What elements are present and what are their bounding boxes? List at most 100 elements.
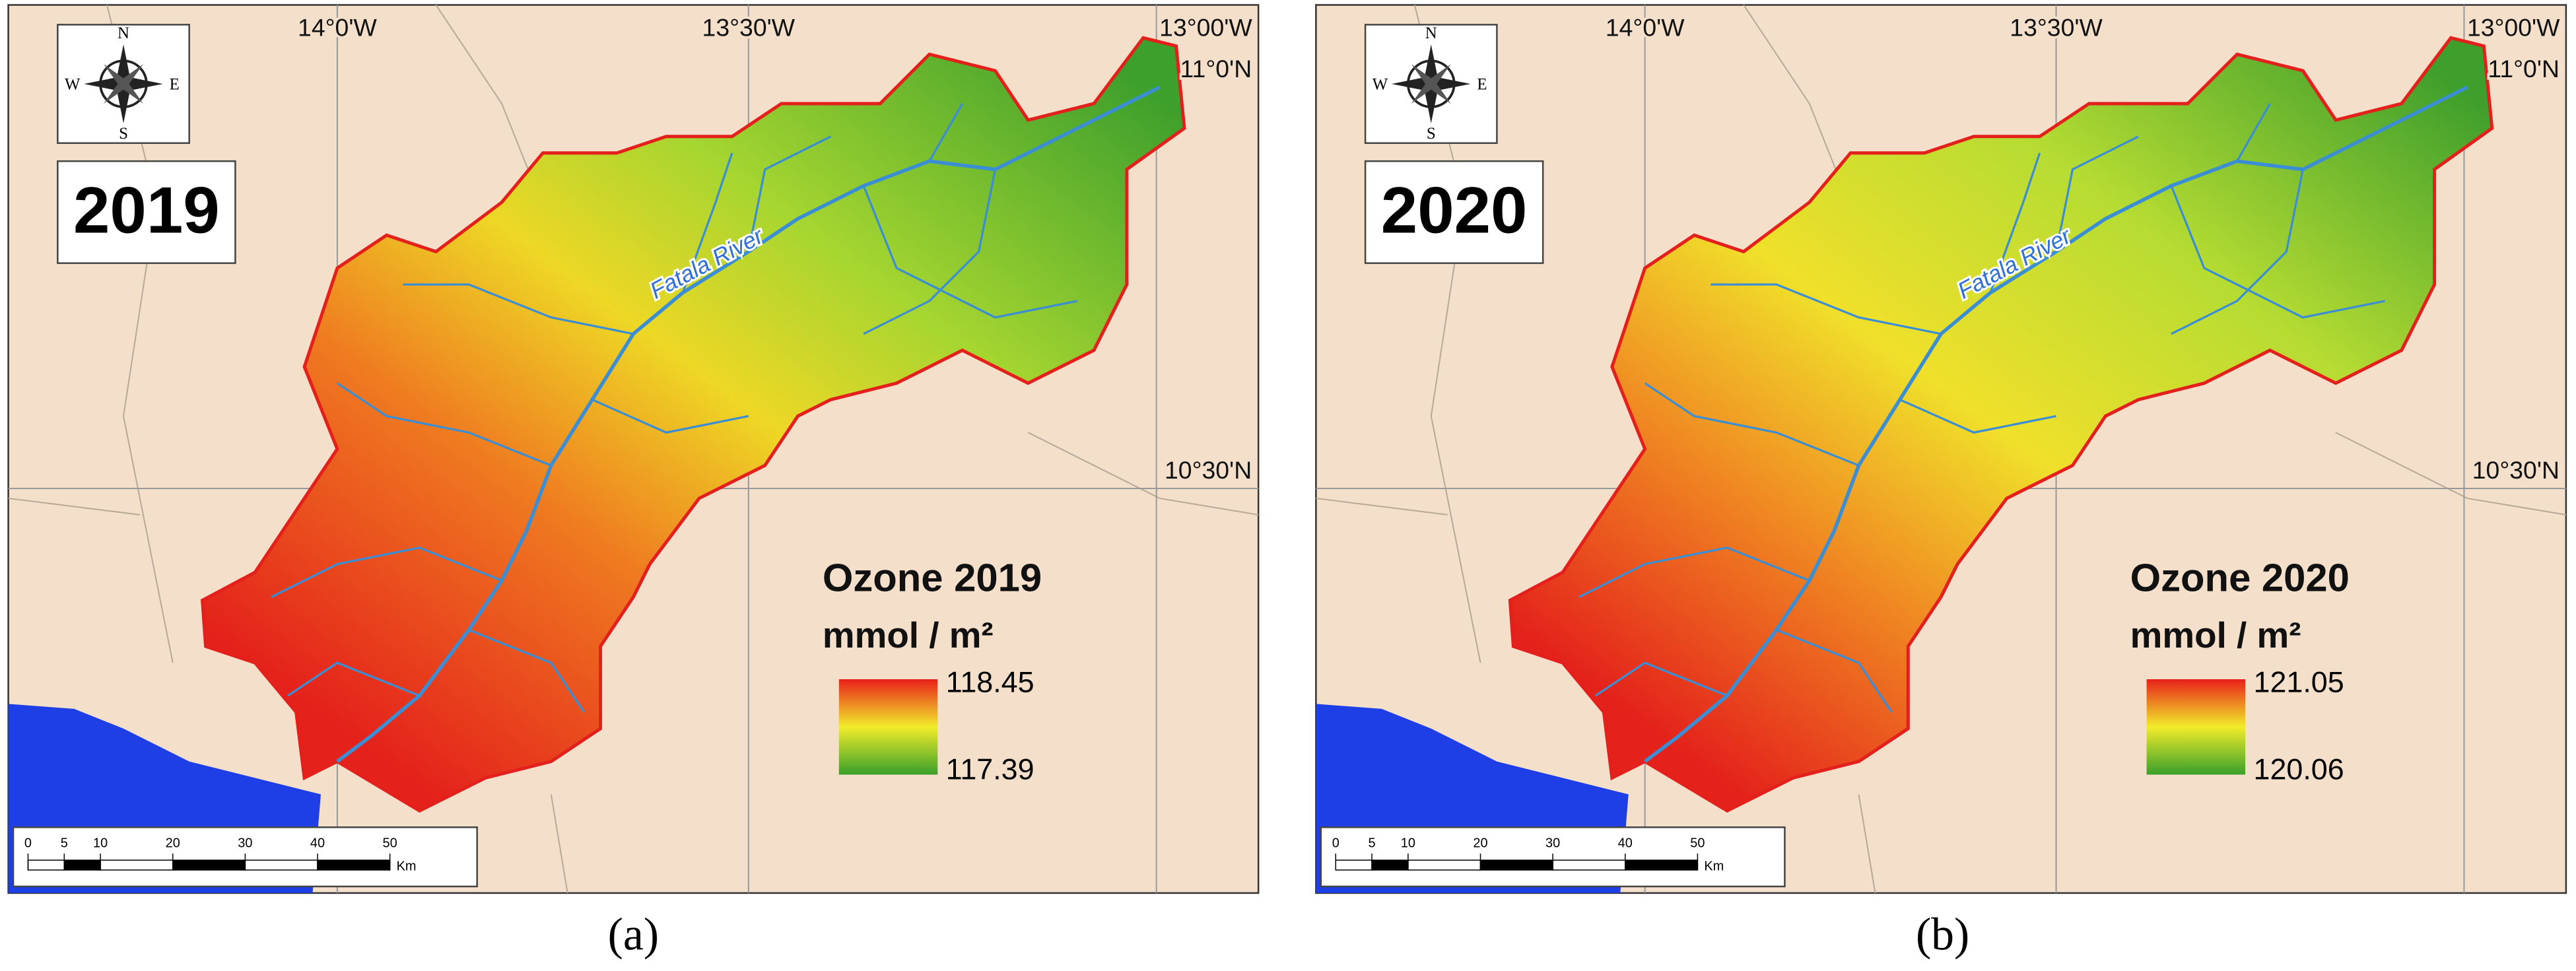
river bbox=[928, 103, 964, 162]
longitude-label: 13°30'W bbox=[2010, 14, 2103, 42]
legend-max: 118.45 bbox=[946, 665, 1034, 698]
compass-n: N bbox=[1425, 24, 1437, 42]
compass-rose: N S E W bbox=[65, 24, 180, 143]
scale-segment bbox=[63, 859, 101, 871]
river bbox=[1711, 283, 1942, 335]
color-bar bbox=[838, 679, 938, 775]
scale-segment bbox=[100, 859, 174, 871]
scale-tick-label: 30 bbox=[238, 836, 252, 850]
scale-tick-label: 0 bbox=[24, 836, 32, 850]
compass-star bbox=[1411, 64, 1451, 104]
scale-segment bbox=[1625, 859, 1699, 871]
river bbox=[863, 169, 997, 335]
river bbox=[403, 283, 634, 335]
panel-caption: (b) bbox=[1916, 910, 1969, 960]
border-line bbox=[1743, 4, 1843, 186]
compass-s: S bbox=[119, 125, 128, 143]
scale-segment bbox=[1371, 859, 1409, 871]
longitude-label: 13°00'W bbox=[1159, 14, 1252, 42]
scale-tick-label: 10 bbox=[1401, 836, 1415, 850]
compass-star bbox=[104, 64, 143, 104]
river bbox=[747, 135, 832, 252]
river bbox=[2171, 169, 2304, 335]
basin bbox=[1508, 36, 2494, 813]
scale-tick-label: 30 bbox=[1545, 836, 1560, 850]
scale-segment bbox=[1407, 859, 1481, 871]
river bbox=[1899, 398, 2056, 434]
river bbox=[336, 382, 552, 467]
river bbox=[862, 185, 1078, 319]
latitude-label: 11°0'N bbox=[2488, 55, 2559, 83]
scale-unit: Km bbox=[397, 859, 417, 873]
compass-e: E bbox=[1477, 75, 1487, 93]
latitude-label: 10°30'N bbox=[2472, 456, 2559, 484]
legend-title: Ozone 2020 bbox=[2130, 555, 2350, 599]
legend-unit: mmol / m² bbox=[2130, 615, 2301, 655]
scale-tick-label: 20 bbox=[166, 836, 180, 850]
river bbox=[1595, 661, 1728, 697]
border-line bbox=[2335, 432, 2567, 516]
river bbox=[592, 398, 749, 434]
river bbox=[2170, 185, 2386, 319]
legend-min: 117.39 bbox=[946, 752, 1034, 786]
border-line bbox=[8, 497, 141, 516]
river bbox=[1776, 628, 1893, 713]
latitude-label: 11°0'N bbox=[1180, 55, 1252, 83]
river bbox=[468, 628, 585, 713]
border-line bbox=[1027, 432, 1259, 516]
legend-min: 120.06 bbox=[2254, 752, 2344, 786]
panel-caption: (a) bbox=[608, 910, 659, 960]
river bbox=[681, 152, 733, 294]
scale-segment bbox=[172, 859, 246, 871]
scale-tick-label: 20 bbox=[1473, 836, 1487, 850]
scale-segment bbox=[1552, 859, 1626, 871]
compass-s: S bbox=[1427, 125, 1436, 143]
scale-tick-label: 40 bbox=[1618, 836, 1633, 850]
scale-unit: Km bbox=[1704, 859, 1724, 873]
river bbox=[287, 661, 421, 697]
compass-e: E bbox=[170, 75, 180, 93]
scale-segment bbox=[317, 859, 391, 871]
basin bbox=[200, 36, 1186, 813]
year-label: 2019 bbox=[73, 174, 220, 248]
year-box bbox=[57, 160, 236, 264]
compass-w: W bbox=[65, 75, 81, 93]
scale-tick-label: 5 bbox=[61, 836, 68, 850]
longitude-label: 14°0'W bbox=[1606, 14, 1685, 42]
river bbox=[1578, 546, 1810, 598]
scale-segment bbox=[27, 859, 65, 871]
border-line bbox=[1316, 497, 1448, 516]
legend-title: Ozone 2019 bbox=[823, 555, 1042, 599]
compass-rose: N S E W bbox=[1373, 24, 1487, 143]
year-box bbox=[1364, 160, 1544, 264]
longitude-label: 14°0'W bbox=[298, 14, 377, 42]
scale-tick-label: 40 bbox=[310, 836, 325, 850]
border-line bbox=[550, 794, 568, 894]
color-bar bbox=[2146, 679, 2246, 775]
river bbox=[2236, 103, 2271, 162]
longitude-label: 13°00'W bbox=[2467, 14, 2560, 42]
latitude-label: 10°30'N bbox=[1165, 456, 1252, 484]
year-label: 2020 bbox=[1381, 174, 1528, 248]
scale-tick-label: 10 bbox=[93, 836, 108, 850]
scale-segment bbox=[1479, 859, 1553, 871]
river bbox=[2054, 135, 2139, 252]
legend-max: 121.05 bbox=[2254, 665, 2344, 698]
scale-segment bbox=[1335, 859, 1373, 871]
scale-tick-label: 0 bbox=[1332, 836, 1339, 850]
legend-unit: mmol / m² bbox=[823, 615, 994, 655]
border-line bbox=[1858, 794, 1876, 894]
scale-tick-label: 50 bbox=[383, 836, 397, 850]
scale-tick-label: 50 bbox=[1690, 836, 1705, 850]
compass-n: N bbox=[118, 24, 129, 42]
border-line bbox=[435, 4, 535, 186]
river bbox=[1989, 152, 2041, 294]
scale-tick-label: 5 bbox=[1369, 836, 1376, 850]
river bbox=[1644, 382, 1860, 467]
compass-w: W bbox=[1373, 75, 1388, 93]
river bbox=[271, 546, 502, 598]
longitude-label: 13°30'W bbox=[702, 14, 796, 42]
